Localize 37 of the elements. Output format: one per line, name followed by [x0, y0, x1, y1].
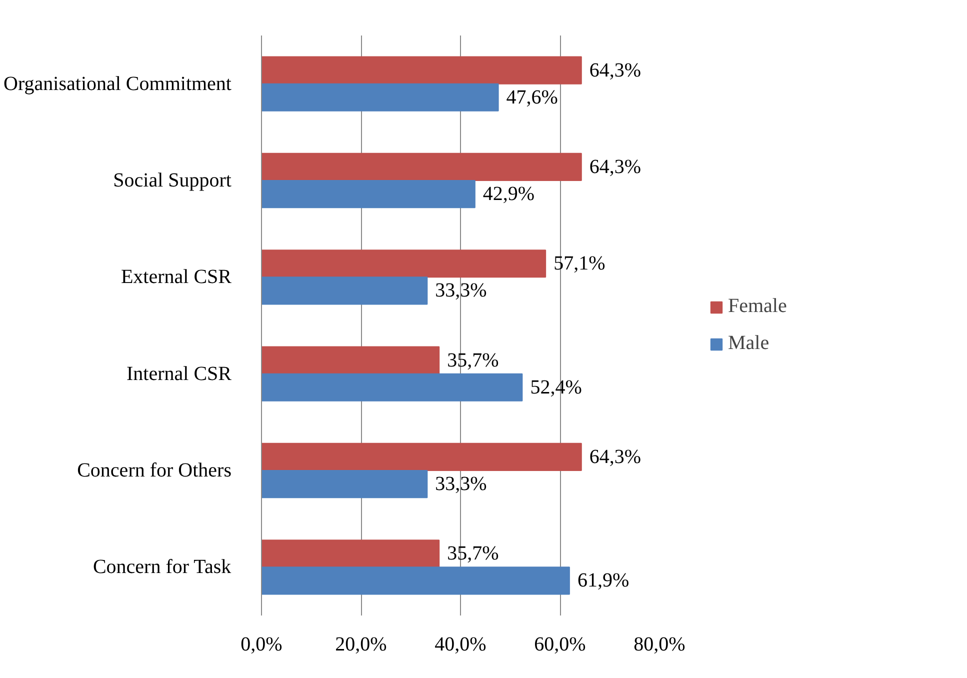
x-tick-label: 40,0%: [434, 634, 486, 656]
y-tick-label: Social Support: [113, 170, 232, 192]
data-label: 35,7%: [447, 542, 499, 565]
bar: [262, 180, 476, 208]
bar: [262, 470, 428, 498]
bar: [262, 346, 440, 374]
bar: [262, 566, 570, 595]
data-label: 47,6%: [506, 86, 558, 108]
data-label: 57,1%: [554, 252, 606, 275]
data-label: 42,9%: [482, 183, 535, 206]
data-label: 52,4%: [530, 376, 582, 398]
legend-label: Male: [728, 332, 770, 355]
data-label: 35,7%: [447, 349, 499, 372]
y-tick-label: Organisational Commitment: [4, 72, 232, 95]
data-label: 33,3%: [435, 280, 487, 302]
x-tick-label: 0,0%: [240, 634, 282, 656]
bar: [262, 250, 546, 278]
bar: [262, 442, 582, 471]
legend-label: Female: [728, 295, 787, 318]
data-label: 64,3%: [589, 59, 642, 82]
bar: [262, 276, 428, 305]
x-tick-label: 80,0%: [634, 634, 686, 656]
y-tick-label: Concern for Others: [77, 460, 232, 482]
bar: [262, 152, 582, 181]
bar: [262, 540, 440, 568]
x-tick-label: 20,0%: [335, 634, 387, 656]
data-label: 64,3%: [589, 446, 642, 468]
data-label: 61,9%: [577, 570, 630, 592]
data-label: 64,3%: [589, 156, 642, 178]
x-tick-label: 60,0%: [534, 634, 586, 656]
y-tick-label: Internal CSR: [126, 362, 232, 385]
data-label: 33,3%: [435, 473, 487, 496]
bar: [262, 83, 499, 112]
bar: [262, 373, 523, 402]
y-tick-label: External CSR: [120, 266, 232, 288]
bar: [262, 56, 582, 84]
y-tick-label: Concern for Task: [92, 556, 232, 578]
